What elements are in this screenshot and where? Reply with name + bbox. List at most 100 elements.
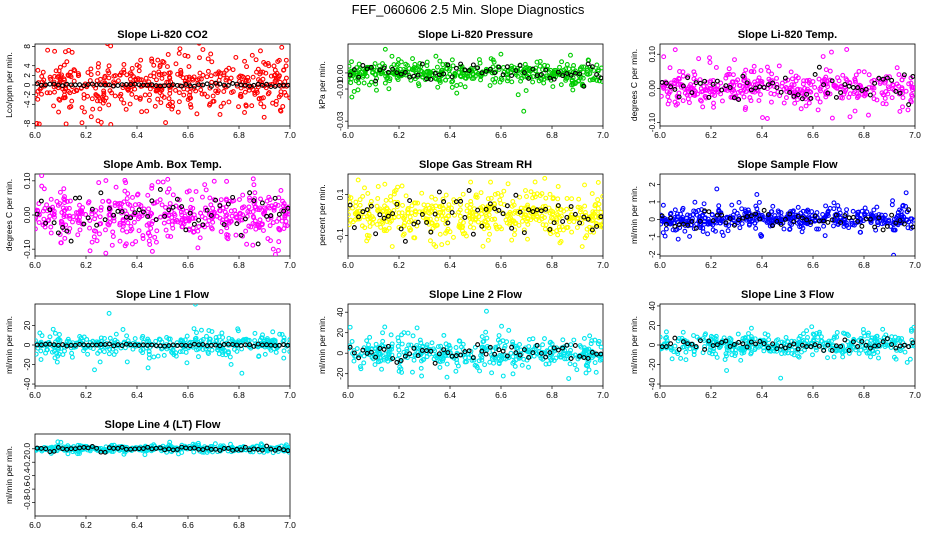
data-point [504, 220, 510, 226]
data-point [460, 231, 466, 237]
data-point [97, 359, 103, 365]
data-point [239, 73, 245, 79]
data-point-black [411, 345, 417, 351]
marker-layer [660, 47, 915, 121]
data-point [555, 196, 561, 202]
data-point [45, 218, 51, 224]
data-point [764, 64, 770, 70]
data-point [256, 354, 262, 360]
data-point [840, 350, 845, 356]
data-point [404, 346, 410, 352]
data-point-black [500, 211, 506, 217]
data-point [736, 199, 742, 205]
y-tick-label: 0 [647, 217, 657, 222]
x-tick-label: 6.6 [807, 390, 819, 400]
data-point [486, 212, 492, 218]
data-point [798, 210, 804, 216]
x-tick-label: 6.0 [342, 390, 354, 400]
data-point [590, 77, 595, 83]
data-point [511, 210, 517, 216]
data-point-black [81, 83, 87, 89]
chart-panel: Slope Gas Stream RH6.0 6.2 6.4 6.6 6.8 7.0-0.… [317, 159, 609, 272]
data-point [834, 334, 840, 340]
data-point-black [897, 343, 903, 349]
panel-title: Slope Gas Stream RH [419, 159, 532, 171]
data-point [52, 48, 58, 54]
data-point [133, 239, 139, 244]
data-point [98, 205, 104, 210]
data-point [200, 47, 206, 52]
data-point [809, 324, 815, 330]
y-tick-label: 0.00 [22, 206, 32, 223]
data-point [280, 104, 286, 109]
data-point [117, 93, 123, 99]
data-point [243, 228, 249, 234]
data-point-black [259, 82, 265, 88]
marker-layer [35, 439, 290, 458]
data-point [195, 354, 201, 360]
data-point [419, 268, 423, 272]
data-point [146, 97, 152, 103]
x-tick-label: 6.2 [80, 520, 92, 530]
data-point [388, 194, 393, 199]
data-point [228, 208, 234, 214]
data-point [575, 215, 581, 221]
data-point [121, 70, 127, 75]
data-point [737, 82, 743, 88]
data-point [432, 208, 438, 214]
data-point [468, 198, 474, 204]
data-point [252, 221, 258, 227]
data-point [540, 356, 546, 362]
data-point [515, 92, 521, 98]
data-point-black [373, 231, 379, 237]
data-point [713, 228, 718, 234]
data-point-black [723, 338, 729, 344]
data-point [663, 226, 669, 232]
data-point [411, 235, 417, 241]
data-point [268, 34, 272, 38]
data-point [156, 69, 162, 75]
data-point [464, 203, 470, 208]
data-point [225, 349, 231, 355]
data-point [186, 74, 192, 80]
data-point [155, 57, 161, 63]
data-point [438, 343, 444, 349]
data-point-black [808, 344, 814, 350]
data-point-black [377, 346, 383, 351]
data-point [491, 360, 496, 366]
data-point [496, 361, 502, 367]
data-point-black [504, 353, 510, 359]
data-point [421, 356, 427, 362]
data-point [417, 209, 423, 215]
y-axis-label: ml/min per min. [4, 316, 14, 374]
data-point [194, 330, 199, 336]
data-point [661, 54, 667, 60]
data-point [273, 201, 279, 207]
data-point [380, 208, 385, 214]
data-point [268, 73, 274, 79]
data-point [123, 106, 129, 112]
data-point [361, 214, 367, 220]
data-point [866, 330, 871, 336]
data-point-black [179, 83, 185, 89]
data-point-black [43, 220, 49, 226]
data-point-black [162, 213, 168, 219]
data-point [149, 58, 155, 64]
data-point [726, 223, 732, 229]
data-point [435, 344, 441, 350]
x-tick-label: 6.8 [546, 130, 558, 140]
data-point [524, 194, 529, 199]
data-point [444, 374, 450, 380]
data-point [262, 351, 268, 357]
data-point-black [170, 82, 176, 88]
data-point [589, 191, 595, 197]
data-point [205, 68, 211, 74]
data-point-black [247, 190, 253, 196]
data-point [714, 186, 720, 192]
data-point [823, 67, 829, 73]
data-point [594, 62, 600, 68]
data-point [735, 77, 741, 83]
data-point [900, 95, 906, 101]
data-point [707, 60, 713, 65]
